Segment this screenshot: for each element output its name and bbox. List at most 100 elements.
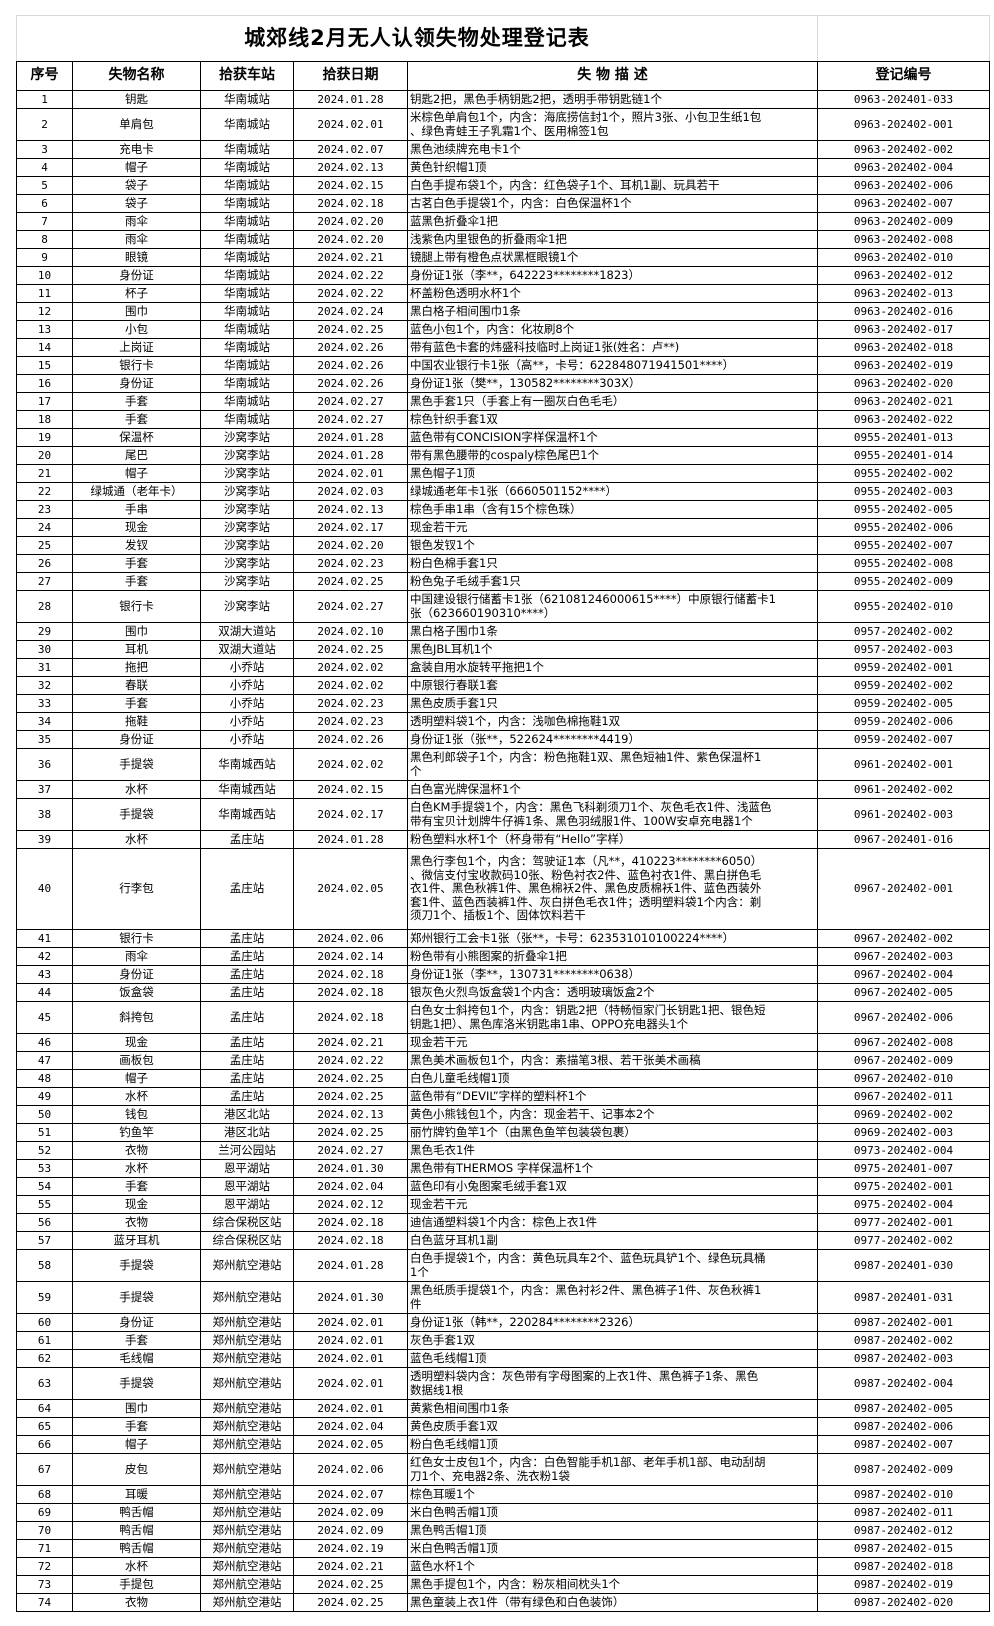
date-cell: 2024.02.25 [293,1123,408,1142]
item-name-cell: 钥匙 [72,90,201,109]
date-cell: 2024.01.30 [293,1281,408,1314]
station-cell: 郑州航空港站 [200,1485,294,1504]
station-cell: 华南城站 [200,266,294,285]
serial-cell: 71 [16,1539,73,1558]
item-name-cell: 身份证 [72,266,201,285]
serial-cell: 5 [16,176,73,195]
date-cell: 2024.02.05 [293,1435,408,1454]
register-code-cell: 0955-202402-007 [817,536,990,555]
register-code-cell: 0961-202402-001 [817,748,990,781]
station-cell: 华南城站 [200,230,294,249]
register-code-cell: 0967-202402-006 [817,1001,990,1034]
table-row: 30 耳机 双湖大道站 2024.02.25 黑色JBL耳机1个 0957-202402-… [16,640,990,659]
description-cell: 盒装自用水旋转平拖把1个 [407,658,818,677]
register-code-cell: 0963-202402-010 [817,248,990,267]
register-code-cell: 0967-202402-005 [817,983,990,1002]
table-row: 41 银行卡 孟庄站 2024.02.06 郑州银行工会卡1张（张**，卡号：62353… [16,929,990,948]
description-cell: 蓝色带有“DEVIL”字样的塑料杯1个 [407,1087,818,1106]
table-row: 12 围巾 华南城站 2024.02.24 黑白格子相间围巾1条 0963-202402-… [16,302,990,321]
table-row: 31 拖把 小乔站 2024.02.02 盒装自用水旋转平拖把1个 0959-202402… [16,658,990,677]
date-cell: 2024.02.25 [293,572,408,591]
table-row: 70 鸭舌帽 郑州航空港站 2024.02.09 黑色鸭舌帽1顶 0987-202402-… [16,1521,990,1540]
table-row: 54 手套 恩平湖站 2024.02.04 蓝色印有小兔图案毛绒手套1双 0975-202… [16,1177,990,1196]
station-cell: 港区北站 [200,1123,294,1142]
description-cell: 银色发钗1个 [407,536,818,555]
register-code-cell: 0955-202402-010 [817,590,990,623]
table-row: 60 身份证 郑州航空港站 2024.02.01 身份证1张（韩**，220284***… [16,1313,990,1332]
title-row: 城郊线2月无人认领失物处理登记表 [16,15,990,62]
date-cell: 2024.02.24 [293,302,408,321]
description-cell: 绿城通老年卡1张（6660501152****） [407,482,818,501]
item-name-cell: 身份证 [72,730,201,749]
date-cell: 2024.02.02 [293,748,408,781]
station-cell: 孟庄站 [200,830,294,849]
station-cell: 郑州航空港站 [200,1503,294,1522]
serial-cell: 36 [16,748,73,781]
register-code-cell: 0963-202402-021 [817,392,990,411]
register-code-cell: 0955-202402-002 [817,464,990,483]
date-cell: 2024.02.13 [293,158,408,177]
item-name-cell: 斜挎包 [72,1001,201,1034]
table-row: 65 手套 郑州航空港站 2024.02.04 黄色皮质手套1双 0987-202402-… [16,1417,990,1436]
item-name-cell: 水杯 [72,1557,201,1576]
table-row: 52 衣物 兰河公园站 2024.02.27 黑色毛衣1件 0973-202402-004 [16,1141,990,1160]
register-code-cell: 0967-202401-016 [817,830,990,849]
station-cell: 郑州航空港站 [200,1281,294,1314]
register-code-cell: 0963-202402-018 [817,338,990,357]
description-cell: 白色儿童毛线帽1顶 [407,1069,818,1088]
header-serial: 序号 [16,61,73,91]
item-name-cell: 现金 [72,1033,201,1052]
station-cell: 恩平湖站 [200,1177,294,1196]
description-cell: 身份证1张（樊**，130582********303X） [407,374,818,393]
serial-cell: 33 [16,694,73,713]
register-code-cell: 0955-202402-009 [817,572,990,591]
description-cell: 红色女士皮包1个，内含：白色智能手机1部、老年手机1部、电动刮胡 刀1个、充电器… [407,1453,818,1486]
table-row: 32 春联 小乔站 2024.02.02 中原银行春联1套 0959-202402-002 [16,676,990,695]
item-name-cell: 饭盒袋 [72,983,201,1002]
description-cell: 镜腿上带有橙色点状黑框眼镜1个 [407,248,818,267]
register-code-cell: 0963-202402-012 [817,266,990,285]
item-name-cell: 钓鱼竿 [72,1123,201,1142]
table-row: 29 围巾 双湖大道站 2024.02.10 黑白格子围巾1条 0957-202402-0… [16,622,990,641]
item-name-cell: 绿城通（老年卡） [72,482,201,501]
description-cell: 透明塑料袋内含：灰色带有字母图案的上衣1件、黑色裤子1条、黑色 数据线1根 [407,1367,818,1400]
table-row: 43 身份证 孟庄站 2024.02.18 身份证1张（李**，130731******… [16,965,990,984]
station-cell: 华南城站 [200,212,294,231]
station-cell: 华南城西站 [200,748,294,781]
station-cell: 华南城站 [200,248,294,267]
serial-cell: 8 [16,230,73,249]
item-name-cell: 手套 [72,1177,201,1196]
description-cell: 粉色带有小熊图案的折叠伞1把 [407,947,818,966]
description-cell: 现金若干元 [407,1033,818,1052]
serial-cell: 47 [16,1051,73,1070]
serial-cell: 4 [16,158,73,177]
item-name-cell: 眼镜 [72,248,201,267]
station-cell: 综合保税区站 [200,1213,294,1232]
serial-cell: 9 [16,248,73,267]
serial-cell: 50 [16,1105,73,1124]
item-name-cell: 鸭舌帽 [72,1539,201,1558]
register-code-cell: 0955-202402-008 [817,554,990,573]
description-cell: 白色蓝牙耳机1副 [407,1231,818,1250]
station-cell: 华南城站 [200,338,294,357]
register-code-cell: 0963-202402-017 [817,320,990,339]
serial-cell: 55 [16,1195,73,1214]
date-cell: 2024.02.15 [293,780,408,799]
register-code-cell: 0963-202401-033 [817,90,990,109]
serial-cell: 42 [16,947,73,966]
description-cell: 白色女士斜挎包1个，内含：钥匙2把（特畅恒家门长钥匙1把、银色短 钥匙1把）、黑… [407,1001,818,1034]
station-cell: 港区北站 [200,1105,294,1124]
item-name-cell: 手提袋 [72,1281,201,1314]
serial-cell: 48 [16,1069,73,1088]
register-code-cell: 0957-202402-002 [817,622,990,641]
register-code-cell: 0987-202402-001 [817,1313,990,1332]
station-cell: 孟庄站 [200,983,294,1002]
date-cell: 2024.02.09 [293,1503,408,1522]
table-row: 27 手套 沙窝李站 2024.02.25 粉色兔子毛绒手套1只 0955-202402-… [16,572,990,591]
item-name-cell: 围巾 [72,1399,201,1418]
description-cell: 黄色针织帽1顶 [407,158,818,177]
description-cell: 身份证1张（张**，522624********4419） [407,730,818,749]
register-code-cell: 0963-202402-020 [817,374,990,393]
description-cell: 黑色行李包1个，内含：驾驶证1本（凡**，410223********6050）… [407,848,818,930]
item-name-cell: 行李包 [72,848,201,930]
